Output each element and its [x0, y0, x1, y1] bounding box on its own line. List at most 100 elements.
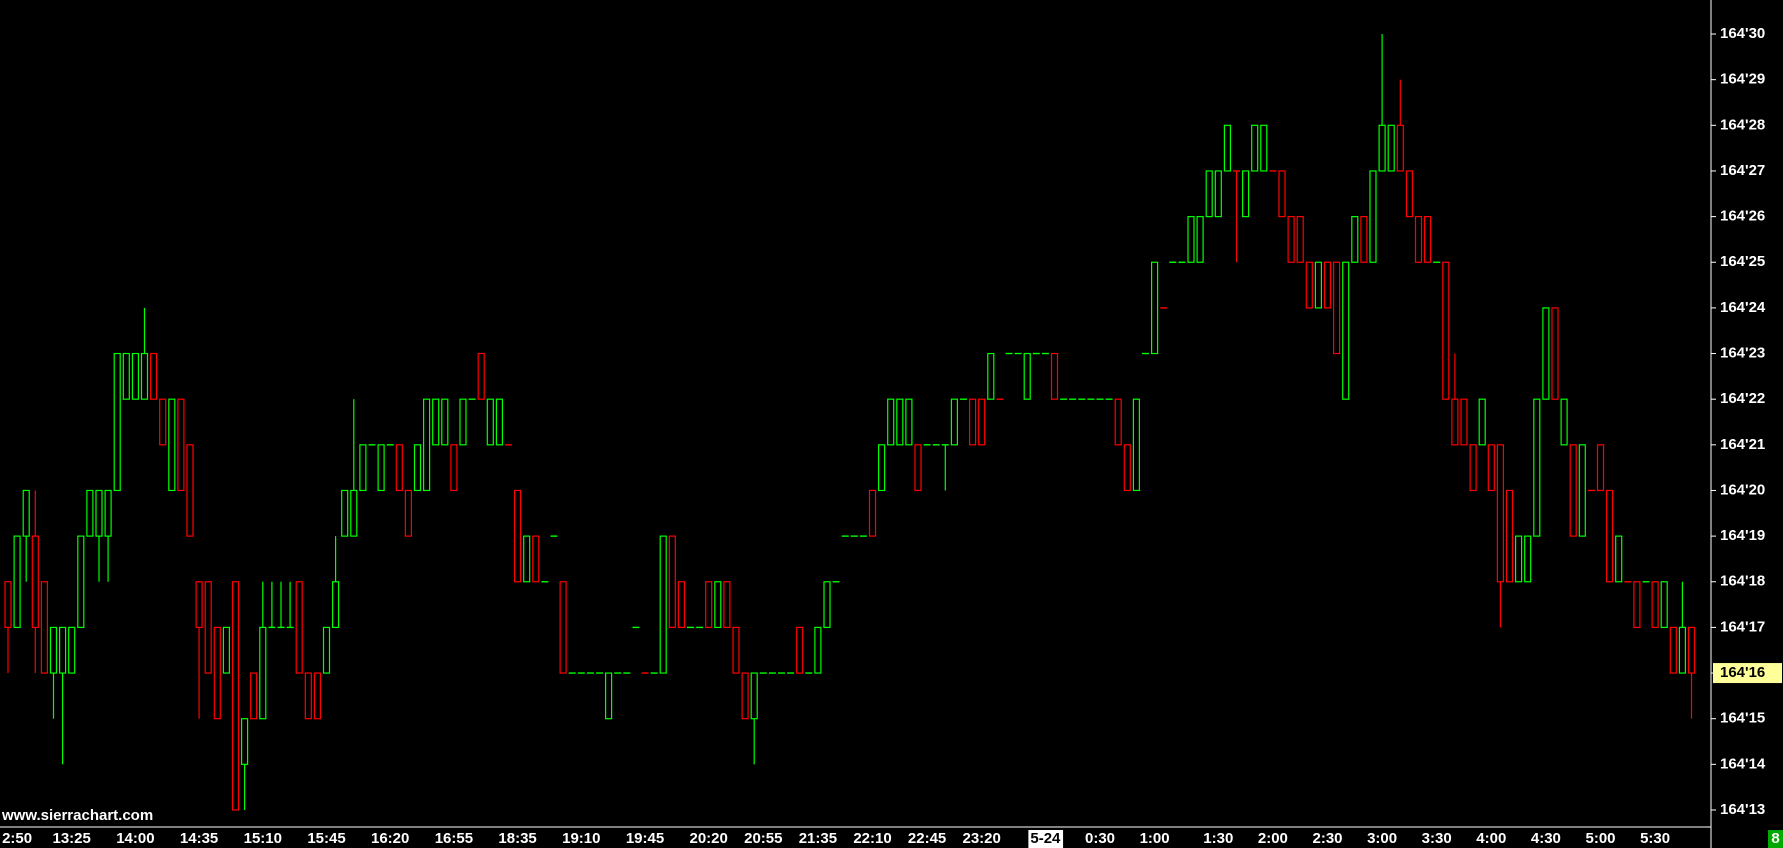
candle-body [896, 398, 904, 446]
candle-body [322, 626, 331, 674]
candle-body [486, 398, 494, 446]
x-tick-label: 18:35 [498, 830, 536, 847]
candle-body [796, 626, 804, 674]
candle-body [241, 718, 249, 765]
candle-body [304, 672, 312, 720]
candle-body [659, 535, 667, 674]
candle-body [1533, 398, 1541, 537]
candle-body [1451, 398, 1459, 446]
candle-body [1278, 170, 1286, 218]
x-tick-label: 14:00 [116, 830, 154, 847]
candle-body [868, 489, 877, 537]
x-tick-label: 0:30 [1085, 830, 1115, 847]
x-tick-label: 1:00 [1140, 830, 1170, 847]
candle-body [1241, 170, 1250, 218]
candle-body [168, 398, 176, 492]
candle-body [150, 352, 158, 400]
candle-body [423, 398, 431, 492]
y-tick-label: 164'26 [1720, 208, 1765, 225]
candle-body [1114, 398, 1122, 446]
candle-body [1423, 216, 1432, 263]
corner-box [1768, 830, 1783, 848]
candle-body [1196, 216, 1204, 263]
candle-body [1351, 216, 1359, 263]
y-tick-label: 164'19 [1720, 527, 1765, 544]
corner-label: 8 [1771, 830, 1779, 847]
candle-body [1396, 124, 1404, 172]
y-tick-label: 164'13 [1720, 801, 1765, 818]
y-tick-label: 164'27 [1720, 162, 1765, 179]
y-tick-label: 164'22 [1720, 390, 1765, 407]
y-tick-label: 164'18 [1720, 573, 1765, 590]
candle-body [914, 444, 922, 492]
candle-body [604, 672, 613, 720]
candle-body [1605, 489, 1614, 583]
candle-body [1414, 216, 1423, 263]
candle-body [1150, 261, 1159, 355]
y-tick-label: 164'30 [1720, 25, 1765, 42]
x-tick-label: 5:00 [1585, 830, 1615, 847]
candle-body [341, 489, 349, 537]
candle-body [1669, 626, 1677, 674]
candle-body [22, 489, 30, 537]
candle-body [1633, 581, 1641, 629]
candle-body [950, 398, 959, 446]
candle-body [450, 444, 458, 492]
candle-body [495, 398, 503, 446]
x-tick-label: 2:30 [1312, 830, 1342, 847]
candle-body [1442, 261, 1450, 400]
candle-body [732, 626, 740, 674]
candle-body [1460, 398, 1468, 446]
x-tick-label: 5:30 [1640, 830, 1670, 847]
candle-body [213, 626, 221, 720]
watermark: www.sierrachart.com [1, 807, 153, 824]
candle-body [1542, 307, 1550, 400]
candle-body [1223, 124, 1232, 172]
candle-body [887, 398, 895, 446]
x-tick-label: 1:30 [1203, 830, 1233, 847]
x-tick-label: 14:35 [180, 830, 218, 847]
candle-body [1050, 352, 1059, 400]
y-tick-label: 164'23 [1720, 345, 1765, 362]
x-tick-label: 22:10 [853, 830, 891, 847]
x-tick-label: 4:30 [1531, 830, 1561, 847]
candle-body [559, 581, 567, 674]
candle-body [668, 535, 676, 629]
x-tick-label: 3:30 [1422, 830, 1452, 847]
x-tick-label: 13:25 [53, 830, 91, 847]
candle-body [1296, 216, 1304, 263]
candle-body [523, 535, 531, 583]
candle-body [714, 581, 722, 629]
candle-body [1123, 444, 1131, 492]
candle-body [1360, 216, 1368, 263]
x-tick-label: 20:20 [690, 830, 728, 847]
candle-body [532, 535, 540, 583]
candle-body [1132, 398, 1141, 492]
x-tick-label: 19:45 [626, 830, 664, 847]
candle-body [177, 398, 185, 492]
candle-body [295, 581, 303, 674]
candle-body [350, 489, 358, 537]
candle-body [1469, 444, 1477, 492]
y-tick-label: 164'21 [1720, 436, 1765, 453]
candle-body [978, 398, 986, 446]
candle-body [222, 626, 230, 674]
candle-body [432, 398, 440, 446]
candle-body [705, 581, 713, 629]
candle-body [195, 581, 203, 629]
candle-body [1514, 535, 1523, 583]
candle-body [395, 444, 403, 492]
candle-body [332, 581, 340, 629]
candle-body [814, 626, 822, 674]
candle-body [413, 444, 422, 492]
candle-body [1496, 444, 1505, 583]
candle-body [1569, 444, 1577, 537]
candle-body [1332, 261, 1341, 355]
current-price-box [1713, 663, 1782, 684]
x-tick-label: 15:45 [307, 830, 345, 847]
candle-body [477, 352, 485, 400]
candle-body [31, 535, 39, 629]
candle-body [459, 398, 467, 446]
candle-body [1305, 261, 1313, 309]
